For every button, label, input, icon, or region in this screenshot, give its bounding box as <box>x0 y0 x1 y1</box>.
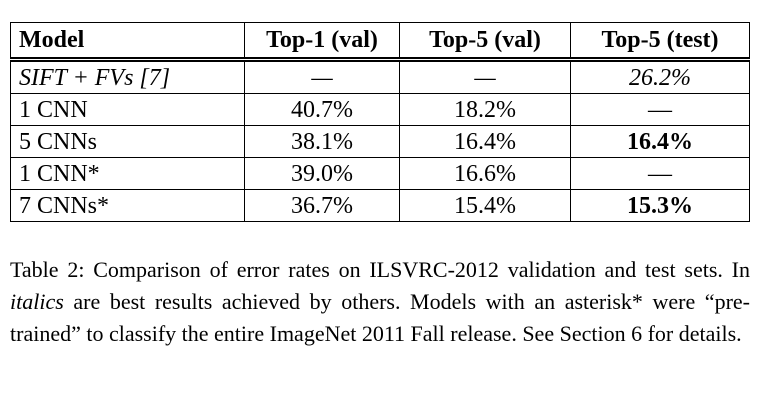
header-row: Model Top-1 (val) Top-5 (val) Top-5 (test) <box>10 22 750 62</box>
table-cell: 5 CNNs <box>10 125 245 158</box>
column-header: Model <box>10 22 245 62</box>
caption-text: are best results achieved by others. Mod… <box>10 289 750 346</box>
table-row: 1 CNN* 39.0% 16.6% — <box>10 157 750 190</box>
caption: Table 2: Comparison of error rates on IL… <box>10 254 750 350</box>
table-cell: 16.4% <box>570 125 750 158</box>
table-cell: — <box>399 59 571 94</box>
table-cell: 18.2% <box>399 93 571 126</box>
table-cell: 15.3% <box>570 189 750 222</box>
table-row: 1 CNN 40.7% 18.2% — <box>10 93 750 126</box>
table-cell: — <box>244 59 400 94</box>
table-cell: 16.4% <box>399 125 571 158</box>
results-table: Model Top-1 (val) Top-5 (val) Top-5 (test) … <box>10 22 750 222</box>
column-header: Top-5 (val) <box>399 22 571 62</box>
table-row: 7 CNNs* 36.7% 15.4% 15.3% <box>10 189 750 222</box>
table-cell: 39.0% <box>244 157 400 190</box>
table-header: Model Top-1 (val) Top-5 (val) Top-5 (test) <box>10 22 750 62</box>
table-cell: 7 CNNs* <box>10 189 245 222</box>
table-cell: 15.4% <box>399 189 571 222</box>
table-cell: 40.7% <box>244 93 400 126</box>
table-row: 5 CNNs 38.1% 16.4% 16.4% <box>10 125 750 158</box>
column-header: Top-1 (val) <box>244 22 400 62</box>
table-cell: 38.1% <box>244 125 400 158</box>
table-cell: SIFT + FVs [7] <box>10 59 245 94</box>
table-body: SIFT + FVs [7] — —26.2% 1 CNN 40.7% 18.2% —5 C… <box>10 59 750 222</box>
column-header: Top-5 (test) <box>570 22 750 62</box>
caption-label: Table 2: <box>10 257 85 282</box>
table-cell: 1 CNN <box>10 93 245 126</box>
caption-italic: italics <box>10 289 64 314</box>
table-cell: 26.2% <box>570 59 750 94</box>
table-row: SIFT + FVs [7] — —26.2% <box>10 59 750 94</box>
table-cell: 1 CNN* <box>10 157 245 190</box>
table-cell: — <box>570 157 750 190</box>
table-cell: 16.6% <box>399 157 571 190</box>
table-cell: 36.7% <box>244 189 400 222</box>
caption-text: Comparison of error rates on ILSVRC-2012… <box>93 257 750 282</box>
table-cell: — <box>570 93 750 126</box>
